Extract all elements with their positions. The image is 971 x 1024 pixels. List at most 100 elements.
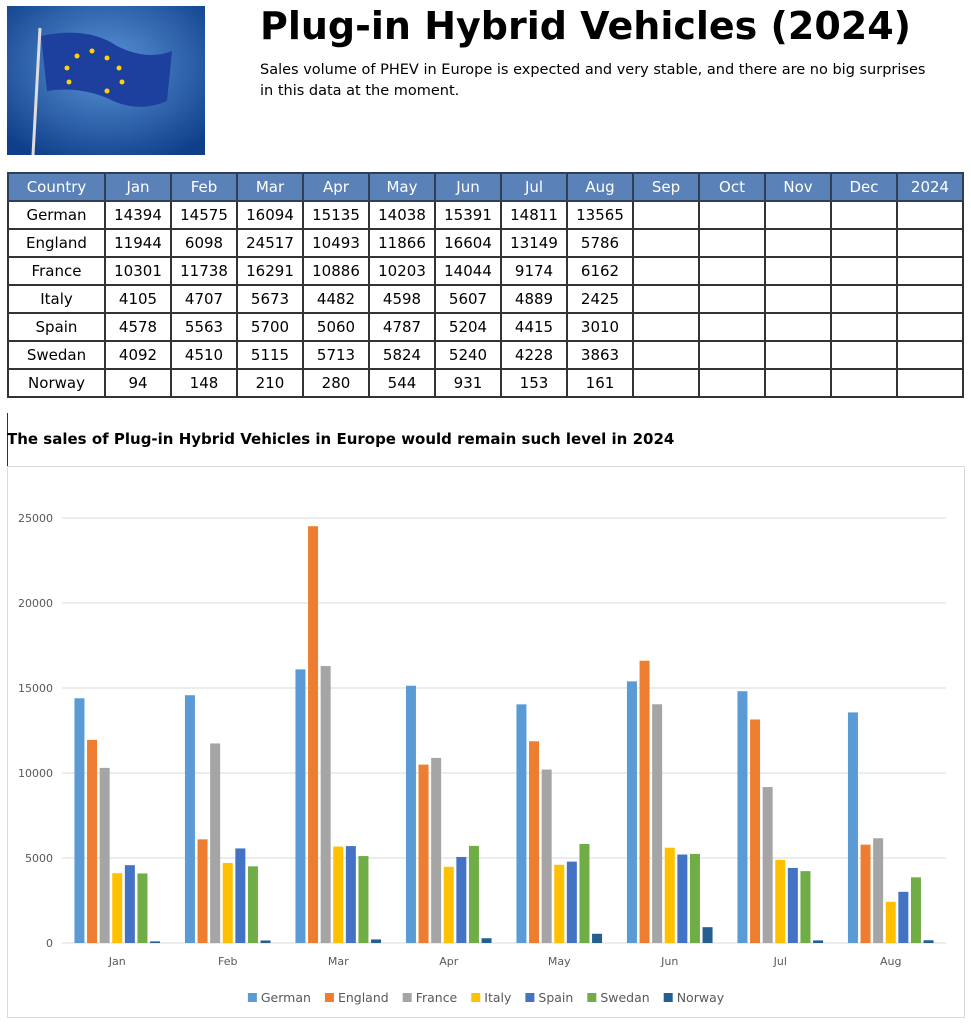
legend: German England France Italy Spain Swedan Norwa…: [247, 990, 725, 1005]
value-cell: 5204: [434, 312, 502, 342]
column-header: Dec: [830, 172, 898, 202]
column-header: Jan: [104, 172, 172, 202]
bar: [371, 939, 382, 943]
value-cell: 10301: [104, 256, 172, 286]
bar: [74, 698, 85, 943]
bar: [860, 844, 871, 943]
legend-swatch: [471, 993, 481, 1002]
value-cell: [698, 200, 766, 230]
value-cell: 5240: [434, 340, 502, 370]
bar: [247, 866, 258, 943]
bar: [112, 873, 123, 943]
legend-swatch: [587, 993, 597, 1002]
value-cell: 16094: [236, 200, 304, 230]
value-cell: [632, 312, 700, 342]
value-cell: [632, 368, 700, 398]
column-header: Sep: [632, 172, 700, 202]
value-cell: [632, 228, 700, 258]
value-cell: 14811: [500, 200, 568, 230]
value-cell: 14044: [434, 256, 502, 286]
value-cell: 14394: [104, 200, 172, 230]
border-line: [7, 413, 8, 466]
column-header: Oct: [698, 172, 766, 202]
bar: [910, 877, 921, 943]
legend-label: Spain: [538, 990, 573, 1005]
bar: [898, 891, 909, 943]
value-cell: 94: [104, 368, 172, 398]
x-tick-label: May: [548, 955, 571, 968]
country-cell: England: [7, 228, 106, 258]
value-cell: 4415: [500, 312, 568, 342]
value-cell: [632, 284, 700, 314]
y-tick-label: 5000: [25, 852, 53, 865]
legend-swatch: [402, 993, 412, 1002]
value-cell: 16291: [236, 256, 304, 286]
bar: [787, 867, 798, 943]
value-cell: 5607: [434, 284, 502, 314]
y-tick-label: 20000: [18, 597, 53, 610]
bar: [847, 712, 858, 943]
column-header: Jun: [434, 172, 502, 202]
legend-swatch: [525, 993, 535, 1002]
value-cell: 4707: [170, 284, 238, 314]
column-header: Apr: [302, 172, 370, 202]
value-cell: 10203: [368, 256, 436, 286]
value-cell: 5563: [170, 312, 238, 342]
bar: [431, 757, 442, 943]
bar: [873, 838, 884, 943]
table-row: Swedan 4092 4510 5115 5713 5824 5240 4228 3863: [7, 340, 964, 370]
value-cell: 5824: [368, 340, 436, 370]
bar: [295, 669, 306, 943]
x-tick-label: Jun: [660, 955, 678, 968]
bar: [184, 695, 195, 943]
value-cell: [830, 228, 898, 258]
value-cell: 5786: [566, 228, 634, 258]
value-cell: [764, 284, 832, 314]
x-tick-label: Jan: [108, 955, 126, 968]
x-tick-label: Feb: [218, 955, 237, 968]
value-cell: 2425: [566, 284, 634, 314]
bar: [775, 859, 786, 943]
value-cell: 4510: [170, 340, 238, 370]
bar: [210, 743, 221, 943]
value-cell: [830, 200, 898, 230]
bar: [456, 856, 467, 943]
bar: [405, 685, 416, 943]
bar: [137, 873, 148, 943]
value-cell: [698, 368, 766, 398]
value-cell: [896, 368, 964, 398]
bar: [652, 704, 663, 943]
value-cell: 3863: [566, 340, 634, 370]
value-cell: 210: [236, 368, 304, 398]
value-cell: 14575: [170, 200, 238, 230]
value-cell: [830, 312, 898, 342]
bar: [554, 864, 565, 943]
legend-label: England: [338, 990, 389, 1005]
bar: [358, 856, 369, 943]
title: Plug-in Hybrid Vehicles (2024): [260, 4, 912, 48]
value-cell: [764, 312, 832, 342]
bar: [333, 846, 344, 943]
x-tick-label: Apr: [439, 955, 459, 968]
column-header: Mar: [236, 172, 304, 202]
x-tick-label: Aug: [880, 955, 901, 968]
value-cell: 4578: [104, 312, 172, 342]
value-cell: [830, 368, 898, 398]
bar: [345, 846, 356, 943]
country-cell: France: [7, 256, 106, 286]
value-cell: 13565: [566, 200, 634, 230]
y-tick-label: 25000: [18, 512, 53, 525]
legend-swatch: [324, 993, 334, 1002]
value-cell: [896, 312, 964, 342]
bar: [813, 940, 824, 943]
bar: [737, 691, 748, 943]
bar: [677, 854, 688, 943]
y-tick-label: 15000: [18, 682, 53, 695]
chart-heading: The sales of Plug-in Hybrid Vehicles in …: [7, 430, 675, 448]
value-cell: 4889: [500, 284, 568, 314]
value-cell: [896, 256, 964, 286]
value-cell: [764, 340, 832, 370]
value-cell: [632, 200, 700, 230]
value-cell: [632, 256, 700, 286]
column-header: Nov: [764, 172, 832, 202]
